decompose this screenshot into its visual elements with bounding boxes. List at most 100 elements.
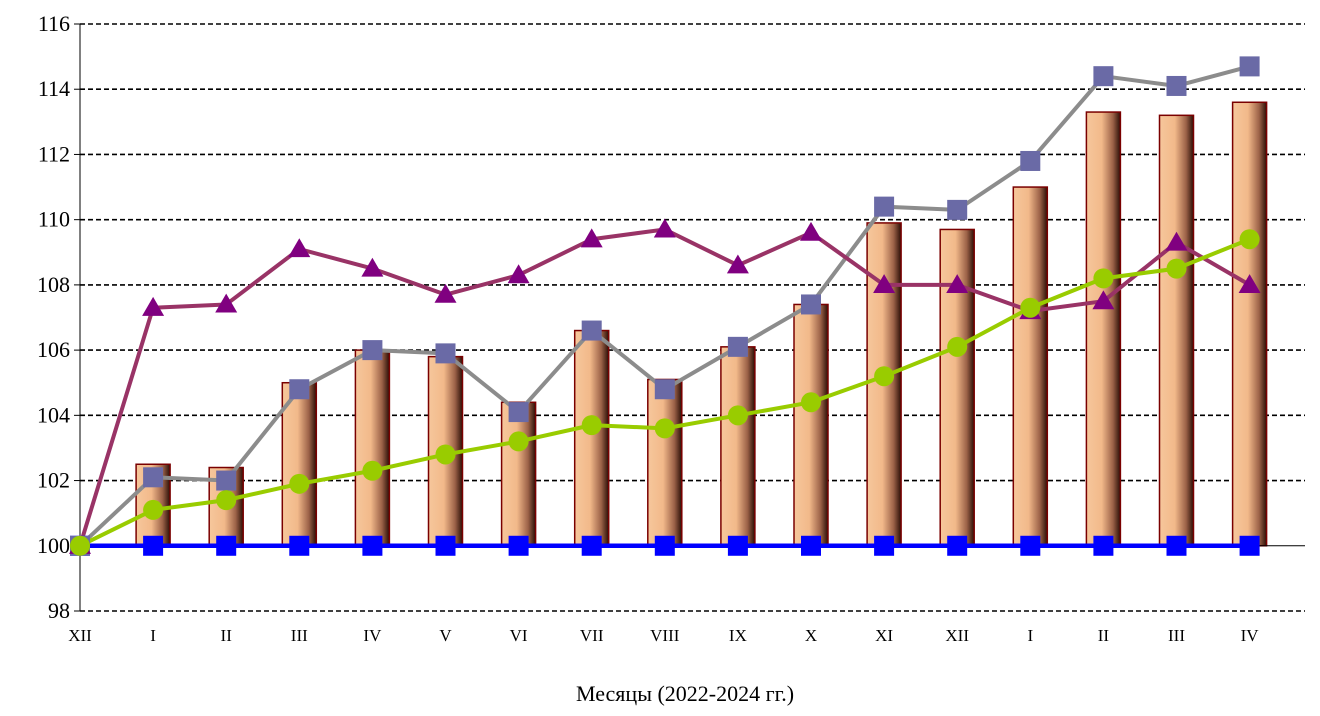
data-point-triangle	[142, 296, 165, 316]
data-point-circle	[1239, 229, 1260, 250]
x-tick-label: IX	[729, 626, 747, 645]
data-point-square	[143, 467, 164, 488]
data-point-triangle	[946, 274, 969, 293]
bar	[1085, 111, 1122, 547]
bar	[1012, 186, 1049, 547]
y-tick-label: 98	[48, 598, 70, 623]
y-tick-label: 102	[37, 468, 70, 493]
data-point-circle	[289, 473, 310, 494]
bar	[939, 228, 975, 547]
series-markers	[69, 56, 1261, 556]
data-point-triangle	[1165, 231, 1188, 251]
x-tick-label: IV	[1241, 626, 1260, 645]
x-tick-label: XI	[875, 626, 893, 645]
data-point-square	[362, 340, 383, 361]
data-point-circle	[727, 405, 748, 426]
data-point-square	[289, 535, 310, 556]
data-point-square	[435, 535, 456, 556]
y-tick-label: 108	[37, 272, 70, 297]
data-point-square	[654, 379, 675, 400]
data-point-circle	[801, 392, 821, 413]
x-tick-label: XII	[945, 626, 969, 645]
data-point-circle	[70, 535, 90, 556]
x-tick-label: VI	[510, 626, 528, 645]
data-point-circle	[362, 460, 383, 481]
data-point-triangle	[873, 274, 896, 293]
data-point-triangle	[434, 283, 457, 303]
data-point-square	[508, 535, 529, 556]
data-point-triangle	[1238, 274, 1261, 293]
bar	[1158, 114, 1195, 547]
data-point-square	[1020, 535, 1041, 556]
x-tick-labels: XII I II III IV V VI VII VIII IX X XI XII I II III IV	[68, 626, 1259, 645]
data-point-circle	[1093, 268, 1114, 289]
x-tick-label: V	[439, 626, 452, 645]
y-tick-label: 104	[37, 402, 70, 427]
bar	[1231, 101, 1268, 547]
data-point-square	[1239, 56, 1260, 77]
data-point-square	[216, 535, 237, 556]
data-point-circle	[435, 444, 456, 465]
x-tick-label: X	[805, 626, 817, 645]
bar	[647, 378, 683, 547]
data-point-circle	[1166, 258, 1187, 279]
bar	[500, 401, 537, 547]
data-point-circle	[654, 418, 675, 439]
y-tick-label: 116	[38, 11, 70, 36]
y-tick-label: 110	[38, 207, 70, 232]
data-point-triangle	[361, 257, 384, 277]
data-point-triangle	[215, 293, 238, 313]
data-point-square	[1239, 535, 1260, 556]
data-point-triangle	[1092, 290, 1115, 310]
data-point-circle	[143, 499, 164, 520]
data-point-triangle	[800, 221, 822, 241]
x-tick-label: II	[1098, 626, 1110, 645]
x-axis-title: Месяцы (2022-2024 гг.)	[576, 681, 794, 706]
data-point-square	[435, 343, 456, 364]
data-point-square	[1166, 75, 1187, 96]
y-tick-label: 114	[38, 76, 70, 101]
x-tick-label: I	[1027, 626, 1033, 645]
x-tick-label: XII	[68, 626, 92, 645]
y-tick-label: 100	[37, 533, 70, 558]
data-point-square	[801, 294, 821, 315]
data-point-square	[801, 535, 821, 556]
data-point-square	[727, 535, 748, 556]
data-point-square	[216, 470, 237, 491]
data-point-circle	[508, 431, 529, 452]
bar	[720, 346, 756, 547]
data-point-square	[947, 535, 968, 556]
data-point-square	[947, 199, 968, 220]
data-point-triangle	[726, 254, 749, 274]
data-point-square	[581, 320, 602, 341]
data-point-circle	[874, 366, 895, 387]
data-point-square	[654, 535, 675, 556]
data-point-triangle	[653, 218, 676, 238]
data-point-square	[1166, 535, 1187, 556]
data-point-circle	[1020, 297, 1041, 318]
y-tick-label: 106	[37, 337, 70, 362]
bar	[354, 349, 391, 547]
x-tick-label: IV	[363, 626, 382, 645]
x-tick-label: III	[291, 626, 308, 645]
data-point-square	[143, 535, 164, 556]
x-tick-label: I	[150, 626, 156, 645]
bar	[573, 329, 610, 547]
data-point-circle	[581, 415, 602, 436]
x-tick-label: VIII	[650, 626, 680, 645]
data-point-square	[289, 379, 310, 400]
data-point-square	[1020, 150, 1041, 171]
data-point-square	[1093, 535, 1114, 556]
data-point-square	[581, 535, 602, 556]
data-point-triangle	[507, 264, 530, 284]
x-tick-label: VII	[580, 626, 604, 645]
data-point-square	[874, 196, 895, 217]
data-point-triangle	[288, 238, 311, 258]
data-point-circle	[947, 336, 968, 357]
y-tick-labels: 98 100 102 104 106 108 110 112 114 116	[37, 11, 70, 623]
data-point-circle	[216, 490, 237, 511]
gridlines	[80, 23, 1305, 612]
x-tick-label: II	[221, 626, 233, 645]
y-tick-label: 112	[38, 141, 70, 166]
